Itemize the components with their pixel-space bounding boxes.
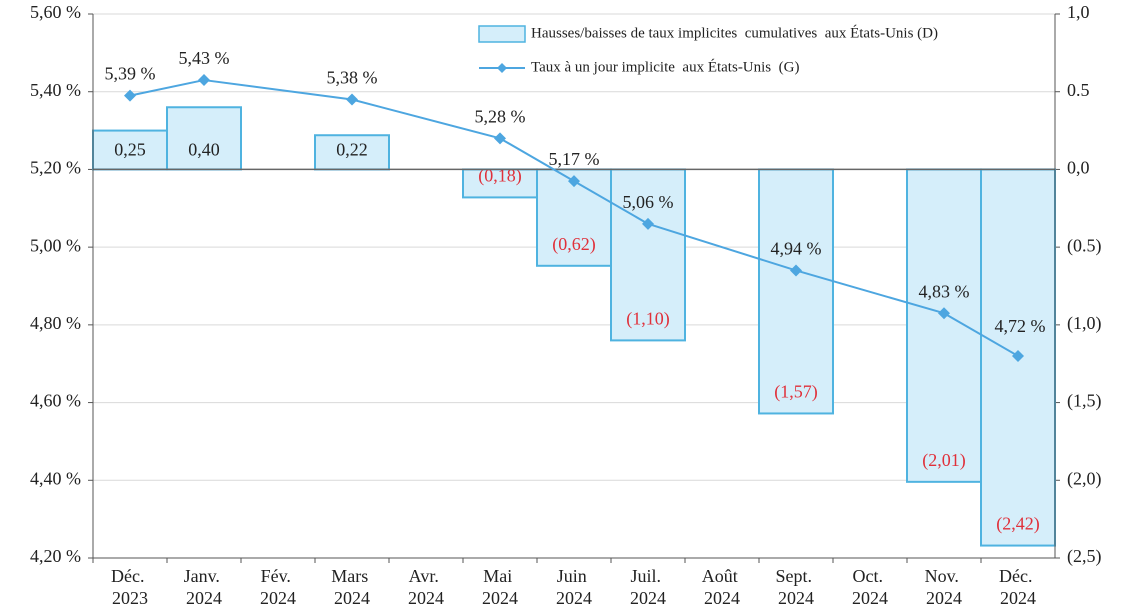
bar-value-label: (0,18) xyxy=(478,166,522,187)
x-tick-label: Janv. 2024 xyxy=(184,566,225,608)
y-tick-label: 4,40 % xyxy=(30,468,81,488)
y2-tick-label: (1,0) xyxy=(1067,313,1102,334)
line-marker xyxy=(198,74,210,87)
line-segment xyxy=(795,269,945,315)
line-value-label: 5,17 % xyxy=(549,149,600,169)
line-segment xyxy=(499,137,575,182)
bar-value-label: (2,01) xyxy=(922,450,966,471)
line-value-label: 5,06 % xyxy=(623,192,674,212)
bar-value-label: 0,22 xyxy=(336,140,368,160)
line-value-label: 4,72 % xyxy=(995,316,1046,336)
bar xyxy=(906,168,982,483)
legend-box xyxy=(477,18,1049,84)
bar xyxy=(980,168,1056,547)
x-tick-label: Mai 2024 xyxy=(482,566,518,608)
line-marker xyxy=(790,264,802,277)
legend-marker xyxy=(497,63,507,73)
line-marker xyxy=(494,132,506,145)
line-value-label: 5,39 % xyxy=(105,64,156,84)
y2-tick-label: (2,0) xyxy=(1067,468,1102,489)
line-marker xyxy=(568,175,580,188)
line-marker xyxy=(346,93,358,106)
y-tick-label: 5,00 % xyxy=(30,235,81,255)
line-value-label: 5,38 % xyxy=(327,68,378,88)
x-tick-label: Juin 2024 xyxy=(556,566,592,608)
y2-tick-label: (2,5) xyxy=(1067,546,1102,567)
line-segment xyxy=(943,312,1019,357)
bar-value-label: (1,57) xyxy=(774,382,818,403)
bar-value-label: (0,62) xyxy=(552,234,596,255)
y-tick-label: 5,60 % xyxy=(30,2,81,22)
x-tick-label: Sept. 2024 xyxy=(775,566,816,608)
legend-label: Taux à un jour implicite aux États-Unis … xyxy=(531,58,799,75)
y-tick-label: 4,80 % xyxy=(30,313,81,333)
x-tick-label: Avr. 2024 xyxy=(408,566,444,608)
line-value-label: 5,28 % xyxy=(475,106,526,126)
x-tick-label: Déc. 2024 xyxy=(999,566,1037,608)
line-value-label: 4,83 % xyxy=(919,281,970,301)
y2-tick-label: (0.5) xyxy=(1067,235,1102,256)
line-segment xyxy=(573,180,649,225)
bar xyxy=(166,106,242,171)
line-marker xyxy=(642,217,654,230)
x-tick-label: Oct. 2024 xyxy=(852,566,888,608)
x-tick-label: Nov. 2024 xyxy=(925,566,964,608)
x-tick-label: Mars 2024 xyxy=(331,566,373,608)
y-tick-label: 4,20 % xyxy=(30,546,81,566)
y2-tick-label: 0,0 xyxy=(1067,158,1090,178)
bar-value-label: 0,25 xyxy=(114,140,146,160)
legend-swatch xyxy=(478,25,526,43)
y2-tick-label: (1,5) xyxy=(1067,391,1102,412)
line-segment xyxy=(203,79,353,101)
line-value-label: 5,43 % xyxy=(179,48,230,68)
x-tick-label: Fév. 2024 xyxy=(260,566,296,608)
bar xyxy=(758,168,834,415)
line-value-label: 4,94 % xyxy=(771,239,822,259)
bar xyxy=(314,134,390,171)
y-tick-label: 5,20 % xyxy=(30,158,81,178)
bar-value-label: (2,42) xyxy=(996,514,1040,535)
line-segment xyxy=(351,98,501,140)
y-tick-label: 4,60 % xyxy=(30,391,81,411)
line-marker xyxy=(1012,349,1024,362)
y2-tick-label: 0.5 xyxy=(1067,80,1090,100)
bar xyxy=(92,129,168,171)
y-tick-label: 5,40 % xyxy=(30,80,81,100)
x-tick-label: Juil. 2024 xyxy=(630,566,666,608)
bar-value-label: 0,40 xyxy=(188,140,220,160)
legend-label: Hausses/baisses de taux implicites cumul… xyxy=(531,24,938,41)
y2-tick-label: 1,0 xyxy=(1067,2,1090,22)
line-marker xyxy=(938,307,950,320)
x-tick-label: Déc. 2023 xyxy=(111,566,149,608)
line-segment xyxy=(647,222,797,272)
line-segment xyxy=(129,79,205,97)
bar-value-label: (1,10) xyxy=(626,309,670,330)
line-marker xyxy=(124,89,136,102)
x-tick-label: Août 2024 xyxy=(702,566,743,608)
